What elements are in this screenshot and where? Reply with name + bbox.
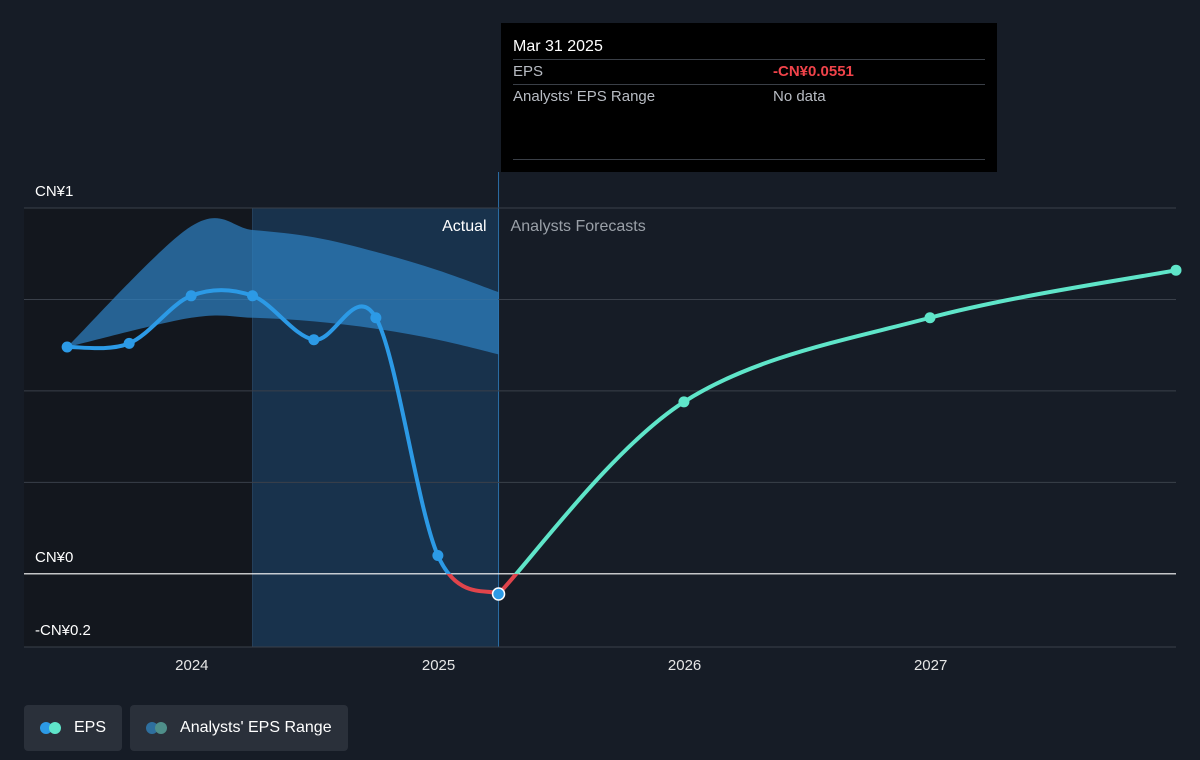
legend-eps-button[interactable]: EPS — [24, 705, 123, 751]
forecast-region-label: Analysts Forecasts — [511, 218, 646, 235]
eps-forecast-point — [924, 312, 936, 324]
eps-actual-point — [432, 550, 444, 562]
tooltip-range-value: No data — [773, 88, 826, 105]
tooltip-date: Mar 31 2025 — [513, 38, 603, 55]
tooltip-eps-label: EPS — [513, 63, 544, 80]
eps-highlight-point — [491, 587, 506, 601]
x-tick-label: 2025 — [422, 657, 455, 674]
x-tick-label: 2024 — [175, 657, 208, 674]
eps-actual-point — [123, 337, 135, 349]
eps-forecast-point — [678, 396, 690, 408]
legend-range-swatch — [146, 722, 168, 734]
tooltip-range-label: Analysts' EPS Range — [513, 88, 656, 105]
legend-range-dot-forecast — [155, 722, 168, 734]
tooltip-eps-value: -CN¥0.0551 — [773, 63, 854, 80]
actual-region-label: Actual — [442, 218, 486, 235]
eps-actual-point — [61, 341, 73, 353]
x-tick-label: 2026 — [668, 657, 701, 674]
tooltip-divider — [513, 159, 985, 160]
eps-forecast-point — [1170, 264, 1182, 276]
eps-forecast-negative-segment — [497, 573, 519, 596]
legend-range-label: Analysts' EPS Range — [180, 719, 332, 736]
eps-forecast-line — [513, 268, 1178, 574]
y-tick-label: CN¥0 — [35, 549, 73, 566]
legend-eps-label: EPS — [74, 719, 107, 736]
tooltip-row-eps: EPS -CN¥0.0551 — [513, 59, 985, 84]
tooltip-row-range: Analysts' EPS Range No data — [513, 84, 985, 109]
legend-range-button[interactable]: Analysts' EPS Range — [130, 705, 348, 751]
legend-eps-dot-forecast — [49, 722, 61, 734]
y-tick-label: CN¥1 — [35, 183, 73, 200]
y-tick-label: -CN¥0.2 — [35, 622, 91, 639]
eps-actual-point — [370, 312, 382, 324]
tooltip: Mar 31 2025 EPS -CN¥0.0551 Analysts' EPS… — [501, 23, 997, 172]
analysts-eps-range-band — [67, 218, 499, 355]
legend: EPS Analysts' EPS Range — [24, 705, 348, 751]
eps-actual-point — [185, 290, 197, 302]
legend-eps-swatch — [40, 722, 62, 734]
eps-actual-point — [247, 290, 259, 302]
eps-actual-point — [308, 334, 320, 346]
x-tick-label: 2027 — [914, 657, 947, 674]
